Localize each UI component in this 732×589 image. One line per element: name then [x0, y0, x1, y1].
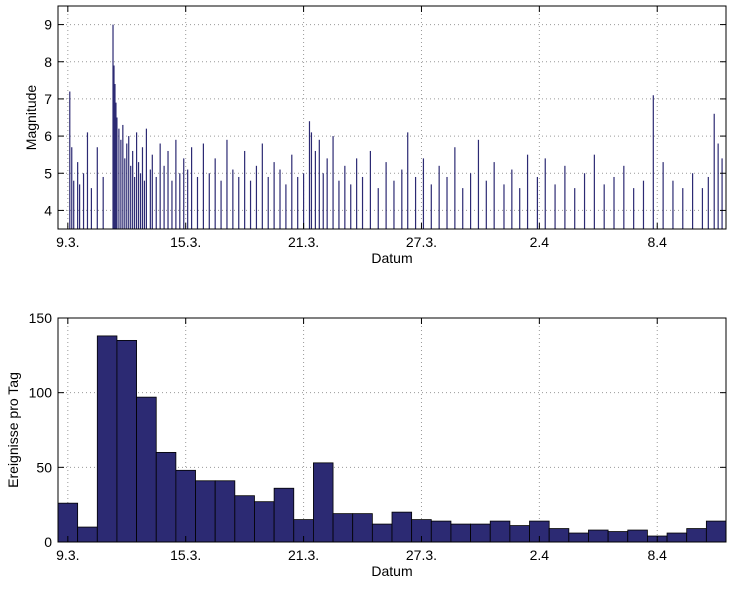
- x-axis-label: Datum: [371, 250, 412, 266]
- y-tick-label: 7: [44, 91, 52, 107]
- bar: [313, 462, 334, 543]
- bar: [214, 480, 236, 543]
- y-tick-label: 8: [44, 54, 52, 70]
- y-tick-label: 100: [29, 385, 53, 401]
- x-tick-label: 27.3.: [406, 234, 437, 250]
- bar: [627, 529, 648, 543]
- bar: [489, 520, 511, 543]
- bar: [430, 520, 452, 543]
- y-tick-label: 9: [44, 17, 52, 33]
- y-tick-label: 4: [44, 202, 52, 218]
- x-tick-label: 27.3.: [406, 547, 437, 563]
- bar: [254, 501, 275, 543]
- y-axis-label: Magnitude: [23, 85, 39, 151]
- bar: [332, 513, 354, 543]
- bar: [666, 532, 688, 543]
- y-axis-label: Ereignisse pro Tag: [5, 372, 21, 488]
- x-tick-label: 21.3.: [288, 547, 319, 563]
- bar: [175, 469, 196, 543]
- x-tick-label: 15.3.: [170, 547, 201, 563]
- plot-area: [58, 6, 726, 229]
- bar: [391, 511, 413, 543]
- x-tick-label: 2.4: [530, 547, 550, 563]
- bar: [686, 528, 707, 543]
- bar: [548, 528, 570, 543]
- x-tick-label: 21.3.: [288, 234, 319, 250]
- bar: [352, 513, 373, 543]
- x-tick-label: 9.3.: [56, 234, 79, 250]
- bar: [155, 451, 177, 543]
- bar: [195, 480, 216, 543]
- y-tick-label: 5: [44, 165, 52, 181]
- y-tick-label: 50: [36, 459, 52, 475]
- bar: [136, 396, 157, 543]
- bar: [450, 523, 471, 543]
- bar: [568, 532, 589, 543]
- bar: [371, 523, 393, 543]
- bar: [705, 520, 727, 543]
- bar: [234, 495, 255, 543]
- x-tick-label: 2.4: [530, 234, 550, 250]
- bar: [470, 523, 491, 543]
- axes-frame: [57, 317, 727, 543]
- bar: [116, 339, 137, 543]
- x-axis-label: Datum: [371, 563, 412, 579]
- axes-frame: [57, 5, 727, 230]
- x-tick-label: 8.4: [648, 234, 668, 250]
- bar: [509, 525, 530, 543]
- x-tick-label: 15.3.: [170, 234, 201, 250]
- bar: [607, 531, 629, 543]
- bar: [96, 335, 118, 543]
- x-tick-label: 8.4: [648, 547, 668, 563]
- bar: [588, 529, 609, 543]
- y-tick-label: 0: [44, 534, 52, 550]
- bar: [77, 526, 98, 543]
- y-tick-label: 6: [44, 128, 52, 144]
- bar: [273, 487, 295, 543]
- x-tick-label: 9.3.: [56, 547, 79, 563]
- y-tick-label: 150: [29, 310, 53, 326]
